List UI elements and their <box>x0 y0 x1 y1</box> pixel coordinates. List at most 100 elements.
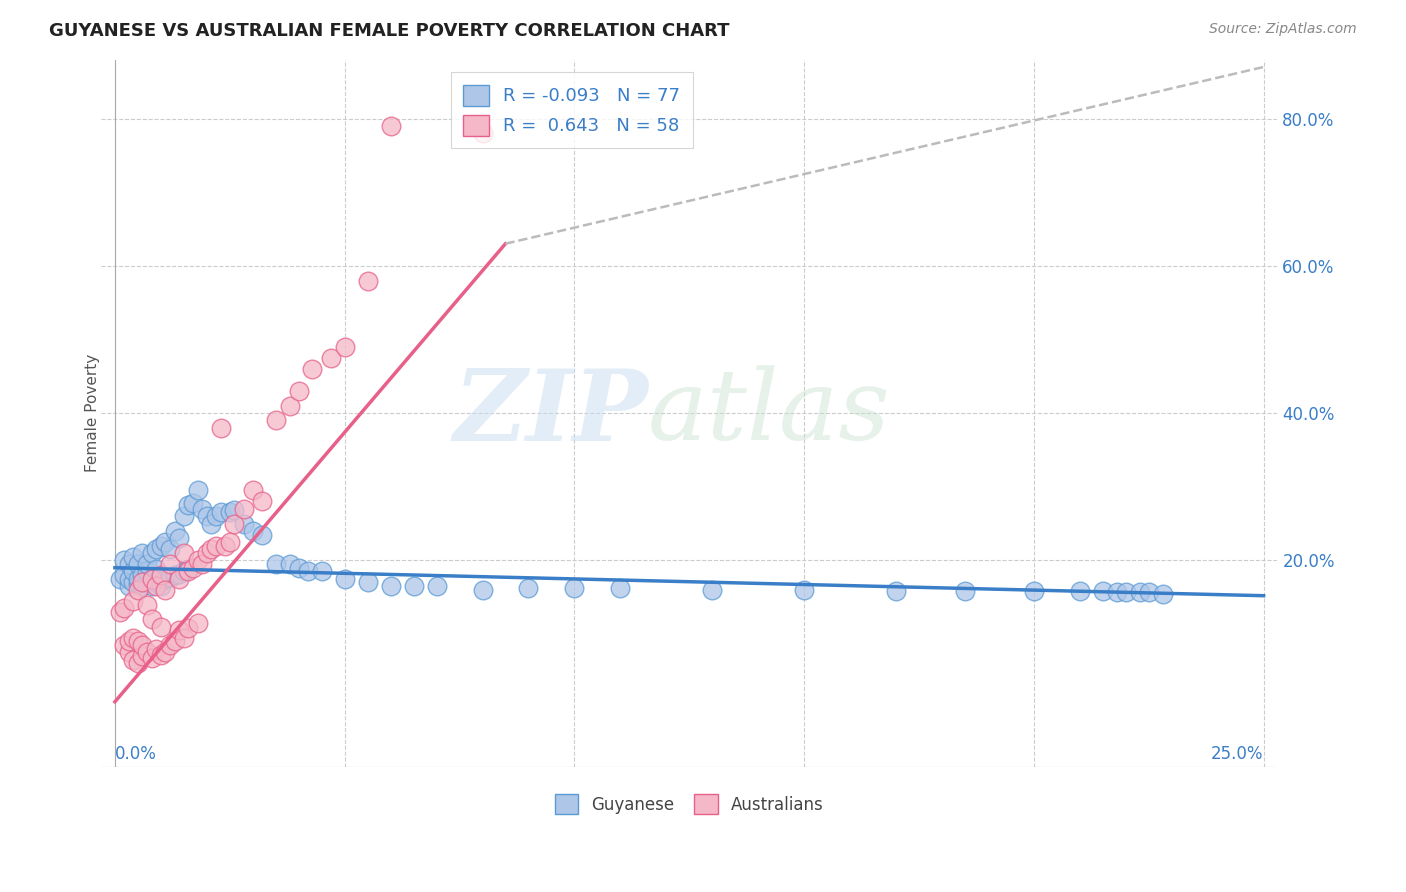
Point <box>1137 585 1160 599</box>
Point <box>145 542 167 557</box>
Point <box>191 501 214 516</box>
Point <box>118 645 141 659</box>
Point <box>319 351 342 365</box>
Point <box>209 421 232 435</box>
Point <box>145 562 167 576</box>
Point <box>173 509 195 524</box>
Point <box>278 399 301 413</box>
Point <box>118 572 141 586</box>
Point <box>112 638 135 652</box>
Point <box>1152 586 1174 600</box>
Point <box>187 615 209 630</box>
Point <box>159 569 181 583</box>
Point <box>173 565 195 579</box>
Point <box>118 579 141 593</box>
Point <box>517 582 540 596</box>
Point <box>149 568 172 582</box>
Point <box>205 509 228 524</box>
Point <box>200 516 222 531</box>
Point <box>1091 584 1114 599</box>
Point <box>118 557 141 571</box>
Point <box>122 549 145 564</box>
Point <box>131 575 153 590</box>
Point <box>177 621 200 635</box>
Point <box>181 496 204 510</box>
Point <box>131 546 153 560</box>
Point <box>141 572 163 586</box>
Text: GUYANESE VS AUSTRALIAN FEMALE POVERTY CORRELATION CHART: GUYANESE VS AUSTRALIAN FEMALE POVERTY CO… <box>49 22 730 40</box>
Point <box>177 562 200 576</box>
Point <box>118 634 141 648</box>
Point <box>145 574 167 588</box>
Text: 25.0%: 25.0% <box>1211 745 1264 763</box>
Point <box>145 579 167 593</box>
Point <box>564 582 586 596</box>
Point <box>301 362 323 376</box>
Point <box>218 535 240 549</box>
Point <box>149 539 172 553</box>
Point <box>149 579 172 593</box>
Point <box>264 413 287 427</box>
Text: atlas: atlas <box>648 366 891 461</box>
Point <box>195 546 218 560</box>
Point <box>380 579 402 593</box>
Point <box>425 579 447 593</box>
Point <box>149 648 172 662</box>
Point <box>333 340 356 354</box>
Point <box>122 575 145 590</box>
Text: 0.0%: 0.0% <box>115 745 157 763</box>
Point <box>127 572 149 586</box>
Text: Source: ZipAtlas.com: Source: ZipAtlas.com <box>1209 22 1357 37</box>
Point <box>108 605 131 619</box>
Point <box>141 546 163 560</box>
Point <box>1069 584 1091 599</box>
Point <box>122 653 145 667</box>
Point <box>884 584 907 599</box>
Point <box>242 483 264 498</box>
Point <box>163 524 186 538</box>
Point <box>149 569 172 583</box>
Point <box>112 568 135 582</box>
Point <box>191 557 214 571</box>
Point <box>250 527 273 541</box>
Point <box>1128 585 1150 599</box>
Point <box>122 565 145 579</box>
Point <box>264 557 287 571</box>
Point <box>1115 585 1137 599</box>
Point <box>141 612 163 626</box>
Point <box>278 557 301 571</box>
Point <box>287 384 309 398</box>
Point <box>793 582 815 597</box>
Point <box>173 546 195 560</box>
Point <box>356 575 378 590</box>
Point <box>136 557 159 571</box>
Point <box>127 577 149 591</box>
Point <box>333 572 356 586</box>
Point <box>149 620 172 634</box>
Legend: Guyanese, Australians: Guyanese, Australians <box>543 783 835 825</box>
Point <box>200 542 222 557</box>
Point <box>127 582 149 597</box>
Point <box>173 631 195 645</box>
Point <box>224 516 246 531</box>
Point <box>159 638 181 652</box>
Point <box>953 584 976 599</box>
Point <box>112 601 135 615</box>
Point <box>127 657 149 671</box>
Point <box>141 650 163 665</box>
Point <box>167 531 190 545</box>
Point <box>159 557 181 571</box>
Point <box>145 641 167 656</box>
Point <box>167 566 190 581</box>
Point <box>311 565 333 579</box>
Point <box>136 645 159 659</box>
Point <box>297 565 319 579</box>
Point <box>214 539 236 553</box>
Point <box>177 498 200 512</box>
Y-axis label: Female Poverty: Female Poverty <box>86 354 100 472</box>
Point <box>205 539 228 553</box>
Point <box>1105 585 1128 599</box>
Point <box>141 572 163 586</box>
Point <box>177 565 200 579</box>
Point <box>209 506 232 520</box>
